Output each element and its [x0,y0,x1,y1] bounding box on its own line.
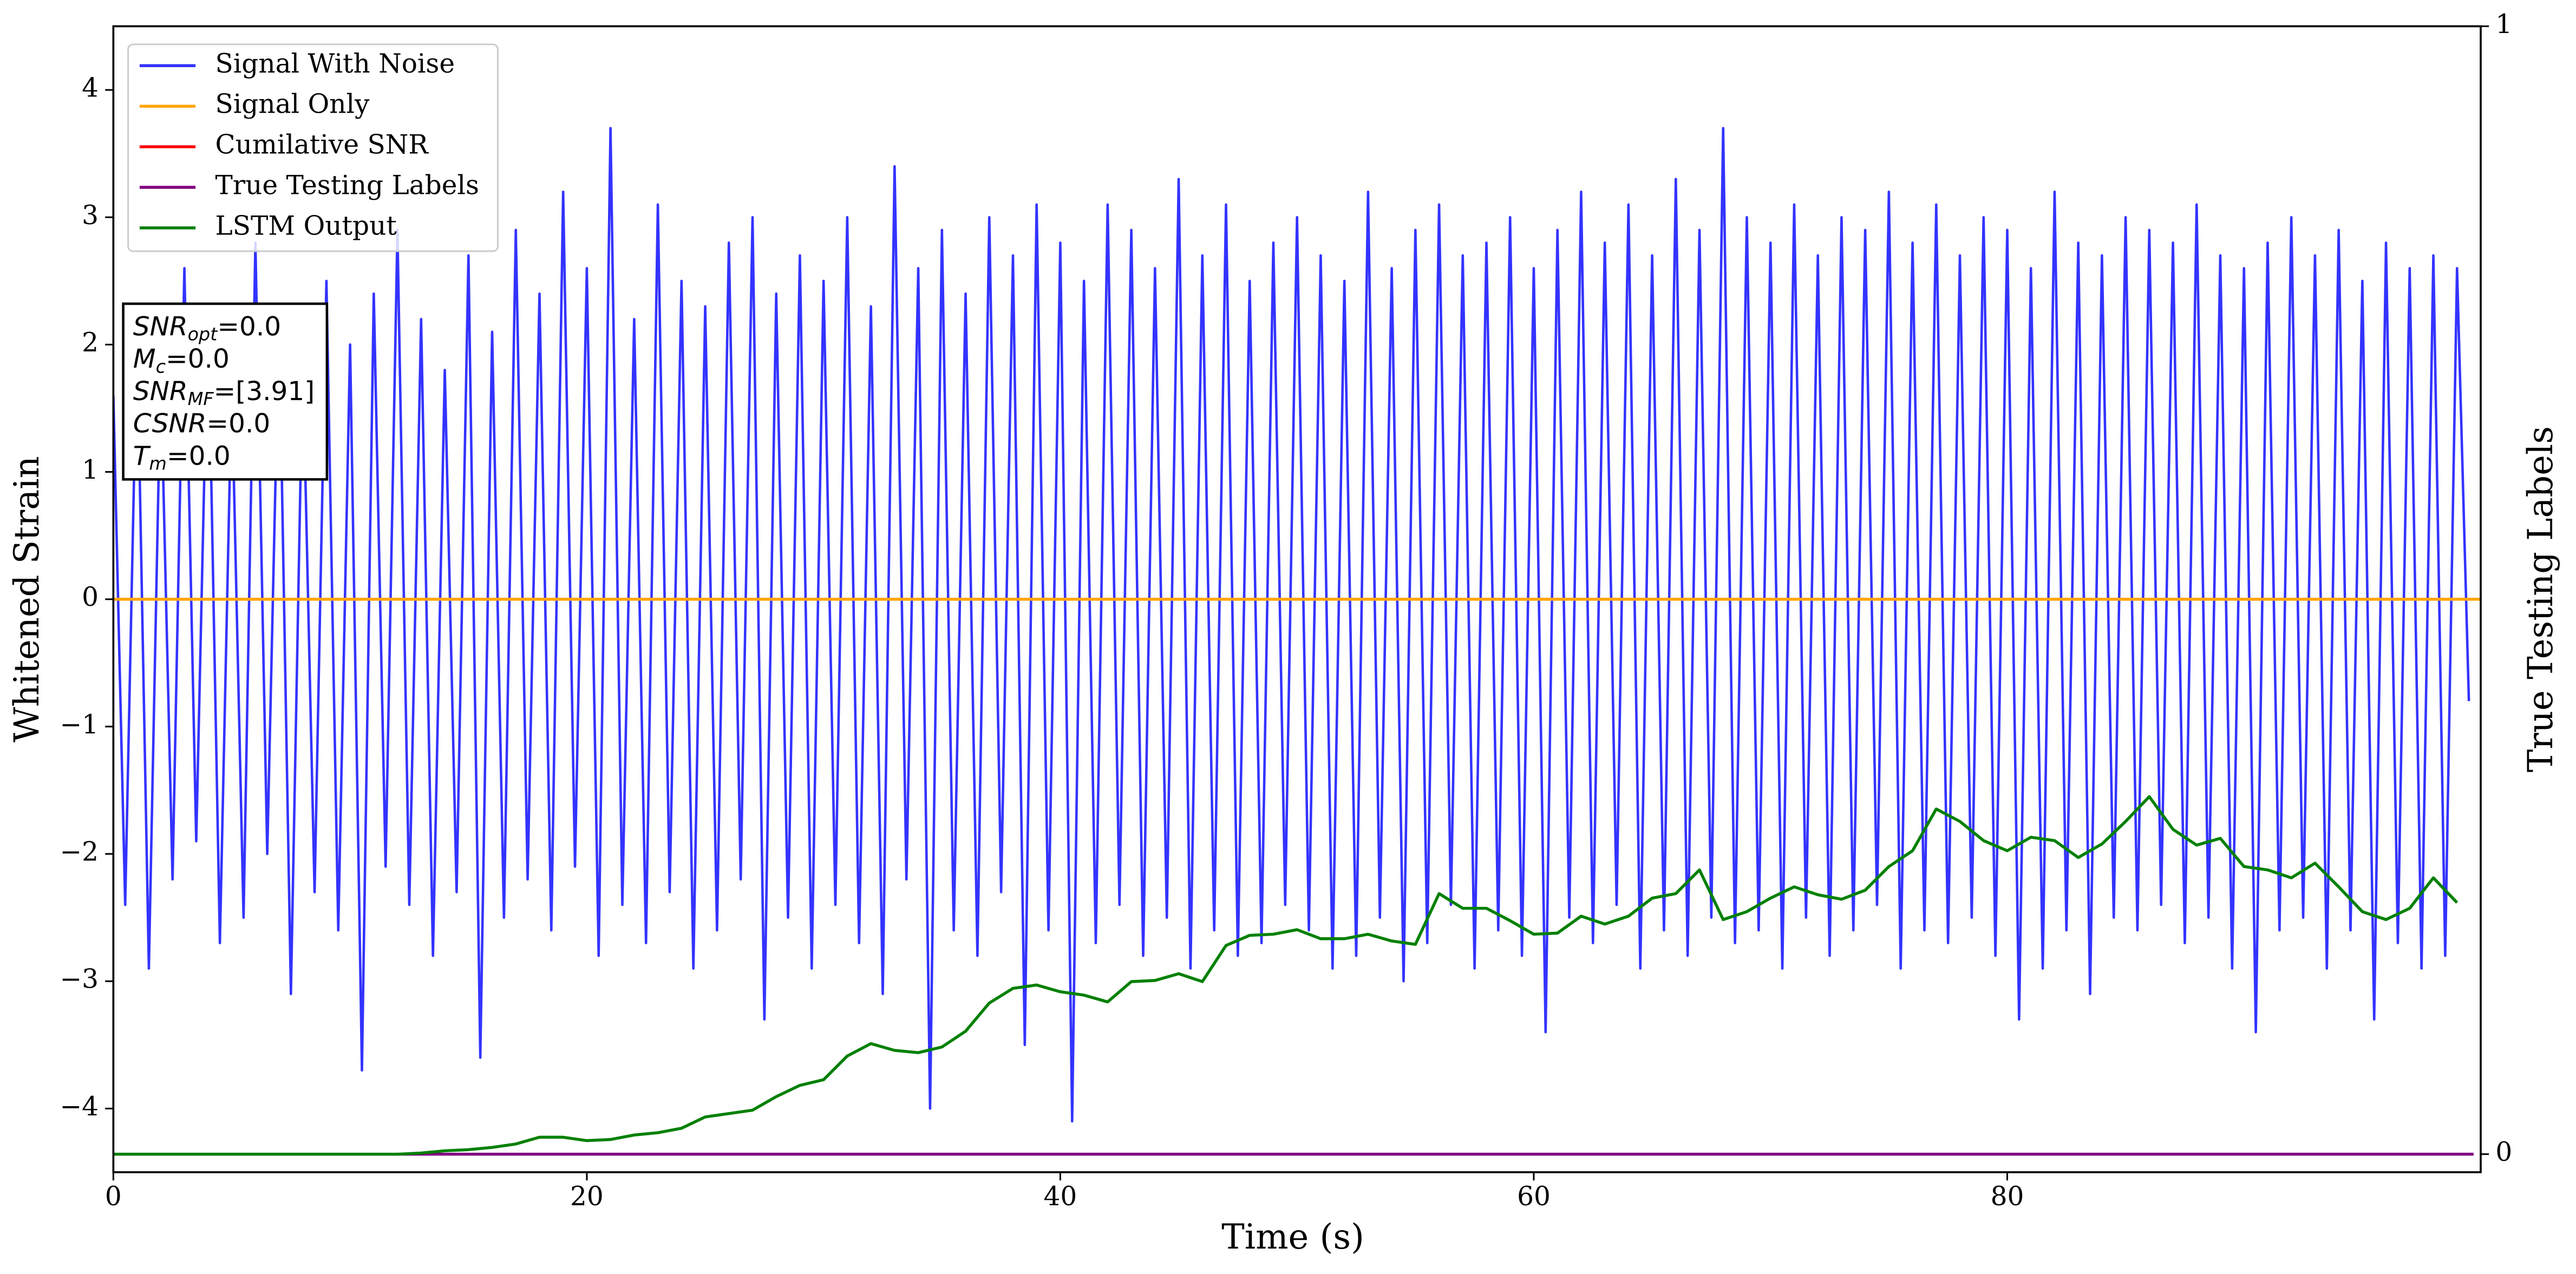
legend-label: LSTM Output [215,211,397,241]
annotation-text: =0.0 [206,409,270,439]
annotation-symbol: CSNR [133,409,207,439]
annotation-subscript: c [156,356,166,377]
legend-label: Cumilative SNR [215,130,429,160]
y2-axis-label: True Testing Labels [2521,426,2561,772]
annotation-symbol: SNR [133,311,188,342]
annotation-text: =0.0 [166,344,230,374]
y-tick-label: −3 [60,964,99,995]
y-tick-label: 1 [82,455,99,485]
annotation-line: SNRMF=[3.91] [133,376,315,409]
y-tick-label: 2 [82,328,99,358]
y-tick-label: 0 [82,582,99,612]
y2-tick-label: 1 [2495,9,2512,40]
legend-label: True Testing Labels [215,170,479,200]
series-line [113,795,2459,1156]
y-tick-label: −2 [60,837,99,867]
x-tick-label: 80 [1991,1181,2024,1212]
annotation-line: Mc=0.0 [133,344,230,377]
series-line [113,127,2470,1123]
x-tick-label: 60 [1517,1181,1551,1212]
legend-label: Signal With Noise [215,49,455,79]
legend-box [127,43,499,252]
annotation-text: =0.0 [167,441,231,471]
annotation: SNRopt=0.0Mc=0.0SNRMF=[3.91]CSNR=0.0Tm=0… [122,302,329,481]
y-tick-label: 3 [82,200,99,231]
annotation-subscript: opt [188,323,219,344]
annotation-symbol: T [133,441,151,471]
x-tick-label: 0 [105,1181,122,1212]
y-tick-label: −4 [60,1092,99,1122]
annotation-symbol: SNR [133,376,188,407]
x-tick-label: 20 [570,1181,604,1212]
annotation-line: Tm=0.0 [133,441,231,474]
annotation-line: CSNR=0.0 [133,409,270,439]
y-axis-label: Whitened Strain [7,456,47,742]
annotation-line: SNRopt=0.0 [133,311,281,344]
x-axis-label: Time (s) [1221,1217,1364,1257]
annotation-subscript: MF [188,388,214,409]
plot-frame [112,25,2482,1173]
annotation-text: =[3.91] [214,376,315,407]
y2-tick-label: 0 [2495,1137,2512,1167]
y-tick-label: 4 [82,73,99,103]
annotation-text: =0.0 [217,311,281,342]
x-tick-label: 40 [1044,1181,1077,1212]
annotation-subscript: m [149,453,167,474]
y-tick-label: −1 [60,709,99,740]
legend-label: Signal Only [215,89,370,120]
annotation-symbol: M [133,344,156,374]
annotation-box [122,302,329,481]
